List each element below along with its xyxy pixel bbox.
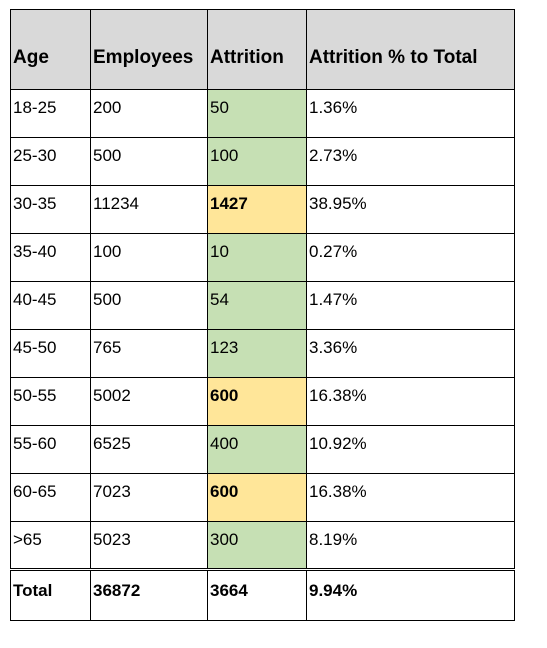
- data-cell: 16.38%: [306, 377, 515, 426]
- data-cell: 500: [90, 137, 208, 186]
- header-cell: Attrition % to Total: [306, 9, 515, 90]
- data-cell: 3.36%: [306, 329, 515, 378]
- data-row: 18-25 200 50 1.36%: [10, 89, 515, 138]
- total-row: Total 36872 3664 9.94%: [10, 568, 515, 621]
- total-cell: 9.94%: [306, 568, 515, 621]
- attrition-cell: 50: [207, 89, 307, 138]
- data-cell: 0.27%: [306, 233, 515, 282]
- data-cell: 2.73%: [306, 137, 515, 186]
- data-cell: 35-40: [10, 233, 91, 282]
- data-cell: 18-25: [10, 89, 91, 138]
- data-row: 40-45 500 54 1.47%: [10, 281, 515, 330]
- data-cell: 30-35: [10, 185, 91, 234]
- data-cell: 200: [90, 89, 208, 138]
- data-row: 60-65 7023 600 16.38%: [10, 473, 515, 522]
- attrition-cell: 10: [207, 233, 307, 282]
- total-cell: Total: [10, 568, 91, 621]
- header-row: Age Employees Attrition Attrition % to Tota…: [10, 9, 515, 90]
- attrition-cell: 300: [207, 521, 307, 570]
- data-cell: 38.95%: [306, 185, 515, 234]
- attrition-cell: 600: [207, 377, 307, 426]
- data-row: 25-30 500 100 2.73%: [10, 137, 515, 186]
- data-row: 45-50 765 123 3.36%: [10, 329, 515, 378]
- attrition-table: Age Employees Attrition Attrition % to Tota…: [10, 9, 515, 621]
- data-cell: 40-45: [10, 281, 91, 330]
- data-row: >65 5023 300 8.19%: [10, 521, 515, 570]
- attrition-cell: 123: [207, 329, 307, 378]
- header-cell: Age: [10, 9, 91, 90]
- data-cell: 55-60: [10, 425, 91, 474]
- data-cell: 1.47%: [306, 281, 515, 330]
- data-cell: 50-55: [10, 377, 91, 426]
- data-row: 55-60 6525 400 10.92%: [10, 425, 515, 474]
- total-cell: 36872: [90, 568, 208, 621]
- data-cell: 45-50: [10, 329, 91, 378]
- data-cell: 7023: [90, 473, 208, 522]
- data-cell: 16.38%: [306, 473, 515, 522]
- attrition-cell: 100: [207, 137, 307, 186]
- data-row: 35-40 100 10 0.27%: [10, 233, 515, 282]
- attrition-cell: 400: [207, 425, 307, 474]
- data-cell: 500: [90, 281, 208, 330]
- data-cell: 25-30: [10, 137, 91, 186]
- data-cell: 6525: [90, 425, 208, 474]
- data-cell: 5002: [90, 377, 208, 426]
- attrition-cell: 1427: [207, 185, 307, 234]
- total-cell: 3664: [207, 568, 307, 621]
- attrition-cell: 600: [207, 473, 307, 522]
- header-cell: Attrition: [207, 9, 307, 90]
- data-cell: 10.92%: [306, 425, 515, 474]
- header-cell: Employees: [90, 9, 208, 90]
- data-cell: 100: [90, 233, 208, 282]
- data-row: 30-35 11234 1427 38.95%: [10, 185, 515, 234]
- data-cell: 11234: [90, 185, 208, 234]
- table-body: 18-25 200 50 1.36% 25-30 500 100 2.73% 30-35 1123…: [10, 89, 515, 621]
- data-cell: 60-65: [10, 473, 91, 522]
- data-cell: 8.19%: [306, 521, 515, 570]
- data-cell: 5023: [90, 521, 208, 570]
- data-cell: 765: [90, 329, 208, 378]
- attrition-cell: 54: [207, 281, 307, 330]
- data-cell: 1.36%: [306, 89, 515, 138]
- data-cell: >65: [10, 521, 91, 570]
- data-row: 50-55 5002 600 16.38%: [10, 377, 515, 426]
